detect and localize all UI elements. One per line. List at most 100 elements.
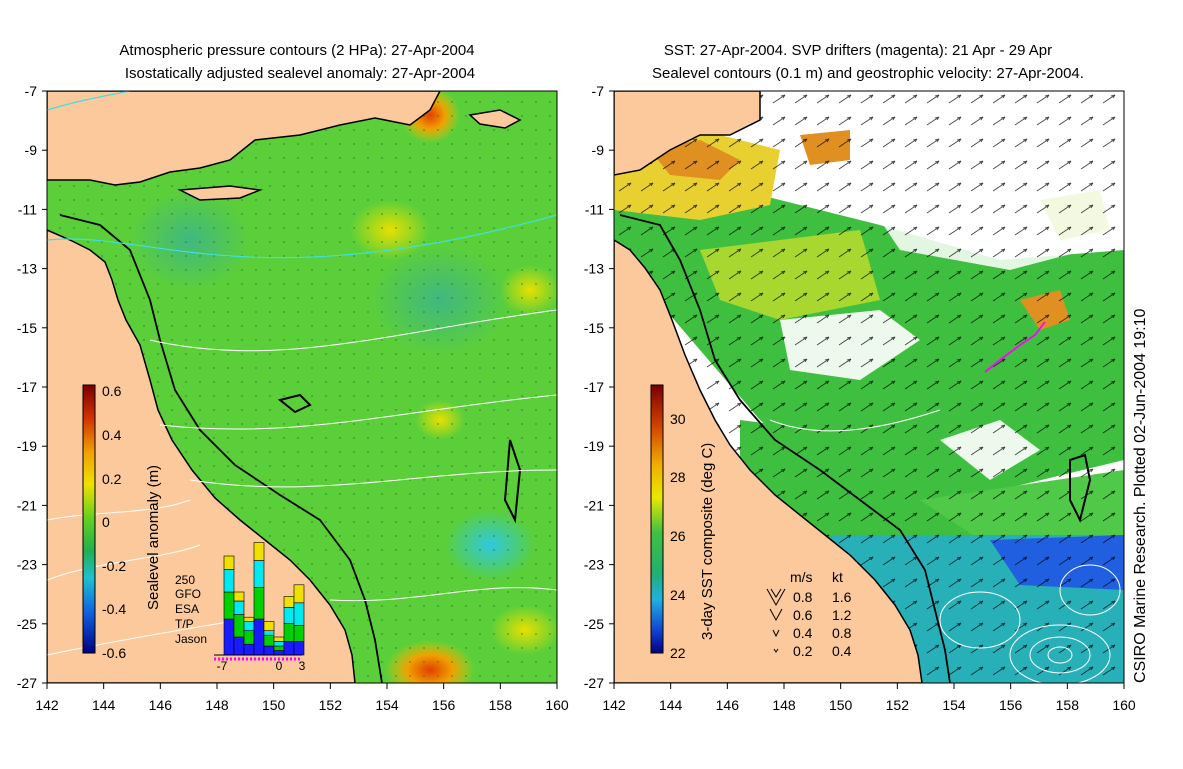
pressure-contour	[329, 587, 557, 602]
velocity-arrow-0.2-icon	[773, 648, 779, 653]
left-title-line2: Isostatically adjusted sealevel anomaly:…	[125, 65, 475, 82]
sla-tick: 0.6	[102, 383, 122, 399]
inset-bar	[283, 623, 295, 642]
svp-drifter-track	[984, 321, 1046, 373]
inset-legend-jason: Jason	[175, 632, 207, 646]
left-y-tick-label: -11	[18, 201, 37, 217]
left-y-tick-label: -13	[17, 261, 37, 277]
sst-tick: 30	[670, 411, 686, 427]
left-x-tick-label: 158	[489, 697, 513, 713]
pressure-contour	[189, 469, 557, 488]
sst-colorbar-ticks: 30 28 26 24 22	[670, 411, 686, 661]
left-map: Atmospheric pressure contours (2 HPa): 2…	[46, 42, 558, 684]
credit-text: CSIRO Marine Research. Plotted 02-Jun-20…	[1132, 308, 1149, 683]
inset-bar	[243, 630, 255, 645]
left-y-tick-label: -23	[17, 557, 37, 573]
sst-tick: 26	[670, 528, 686, 544]
right-y-tick-label: -19	[584, 438, 604, 454]
right-y-tick-label: -9	[592, 142, 605, 158]
left-y-tick-label: -21	[17, 497, 37, 513]
sla-tick: -0.4	[102, 601, 126, 617]
left-x-tick-label: 156	[432, 697, 456, 713]
inset-bar	[293, 584, 305, 604]
velocity-legend-kt: 0.8	[832, 625, 852, 641]
left-y-tick-label: -27	[17, 675, 37, 691]
left-map-plot	[47, 91, 557, 683]
inset-bar	[253, 560, 265, 588]
right-map: SST: 27-Apr-2004. SVP drifters (magenta)…	[613, 42, 1125, 684]
inset-bar	[253, 618, 265, 656]
inset-bar	[233, 600, 245, 615]
velocity-legend-ms: 0.8	[793, 589, 813, 605]
left-y-tick-label: -15	[17, 320, 37, 336]
landmass-australia	[47, 229, 356, 683]
left-x-tick-label: 144	[92, 697, 116, 713]
reef	[503, 439, 522, 524]
inset-bar	[273, 645, 285, 651]
sla-tick: 0.4	[102, 427, 122, 443]
left-y-tick-label: -25	[17, 616, 37, 632]
inset-bar	[223, 569, 235, 593]
right-y-tick-label: -17	[584, 379, 604, 395]
right-x-tick-label: 150	[829, 697, 853, 713]
inset-bar	[273, 641, 285, 647]
sla-colorbar-label: Sealevel anomaly (m)	[145, 465, 162, 610]
inset-bar	[273, 650, 285, 656]
track-count-inset: 250 GFO ESA T/P Jason -7 0 3	[175, 542, 306, 673]
sst-tick: 28	[670, 469, 686, 485]
left-y-tick-label: -17	[17, 379, 37, 395]
velocity-legend-ms: 0.6	[793, 607, 813, 623]
left-x-tick-label: 160	[545, 697, 569, 713]
sla-tick: 0	[102, 514, 110, 530]
inset-bar	[233, 614, 245, 638]
inset-xtick: 3	[299, 659, 306, 673]
inset-xtick: -7	[217, 659, 228, 673]
sla-tick: 0.2	[102, 471, 122, 487]
inset-bar	[293, 624, 305, 642]
inset-bar	[253, 587, 265, 620]
inset-bar	[233, 636, 245, 656]
velocity-legend-ms-header: m/s	[790, 569, 813, 585]
axes: -7 -9 -11 -13 -15 -17 -19 -21 -23 -25 -27 142 144 146…	[17, 83, 1136, 713]
velocity-legend: m/s kt 0.8 1.6 0.6 1.2 0.4 0.8 0.2 0.4	[766, 569, 852, 659]
left-title-line1: Atmospheric pressure contours (2 HPa): 2…	[119, 42, 474, 59]
sst-colorbar	[650, 384, 664, 654]
velocity-arrow-0.8-icon	[766, 588, 786, 607]
inset-bar	[283, 641, 295, 656]
right-x-tick-label: 152	[886, 697, 910, 713]
inset-legend-esa: ESA	[175, 602, 199, 616]
inset-bar	[243, 616, 255, 623]
right-map-plot	[614, 91, 1124, 683]
inset-bar	[263, 630, 275, 636]
inset-bar	[293, 602, 305, 626]
right-y-tick-label: -25	[584, 616, 604, 632]
right-title-line2: Sealevel contours (0.1 m) and geostrophi…	[652, 65, 1084, 82]
inset-legend-gfo: GFO	[175, 587, 201, 601]
left-x-tick-label: 146	[149, 697, 173, 713]
right-x-tick-label: 146	[716, 697, 740, 713]
sst-tick: 22	[670, 645, 686, 661]
inset-bar	[263, 645, 275, 656]
velocity-legend-ms: 0.4	[793, 625, 813, 641]
inset-bar	[273, 636, 285, 642]
right-x-tick-label: 160	[1112, 697, 1136, 713]
inset-bar	[233, 591, 245, 602]
pressure-contour	[159, 394, 557, 430]
velocity-legend-kt: 1.2	[832, 607, 852, 623]
pressure-contour	[47, 214, 557, 259]
island	[177, 185, 263, 201]
velocity-legend-kt-header: kt	[832, 569, 843, 585]
right-y-tick-label: -7	[592, 83, 605, 99]
sla-colorbar-ticks: 0.6 0.4 0.2 0 -0.2 -0.4 -0.6	[102, 383, 126, 661]
landmass-north	[47, 91, 441, 186]
inset-bar	[243, 621, 255, 632]
right-y-tick-label: -11	[585, 201, 604, 217]
left-x-tick-label: 152	[319, 697, 343, 713]
velocity-legend-ms: 0.2	[793, 643, 813, 659]
landmass-north	[614, 91, 761, 176]
inset-bar	[263, 634, 275, 647]
right-x-tick-label: 156	[999, 697, 1023, 713]
right-y-tick-label: -21	[584, 497, 604, 513]
sst-tick: 24	[670, 587, 686, 603]
